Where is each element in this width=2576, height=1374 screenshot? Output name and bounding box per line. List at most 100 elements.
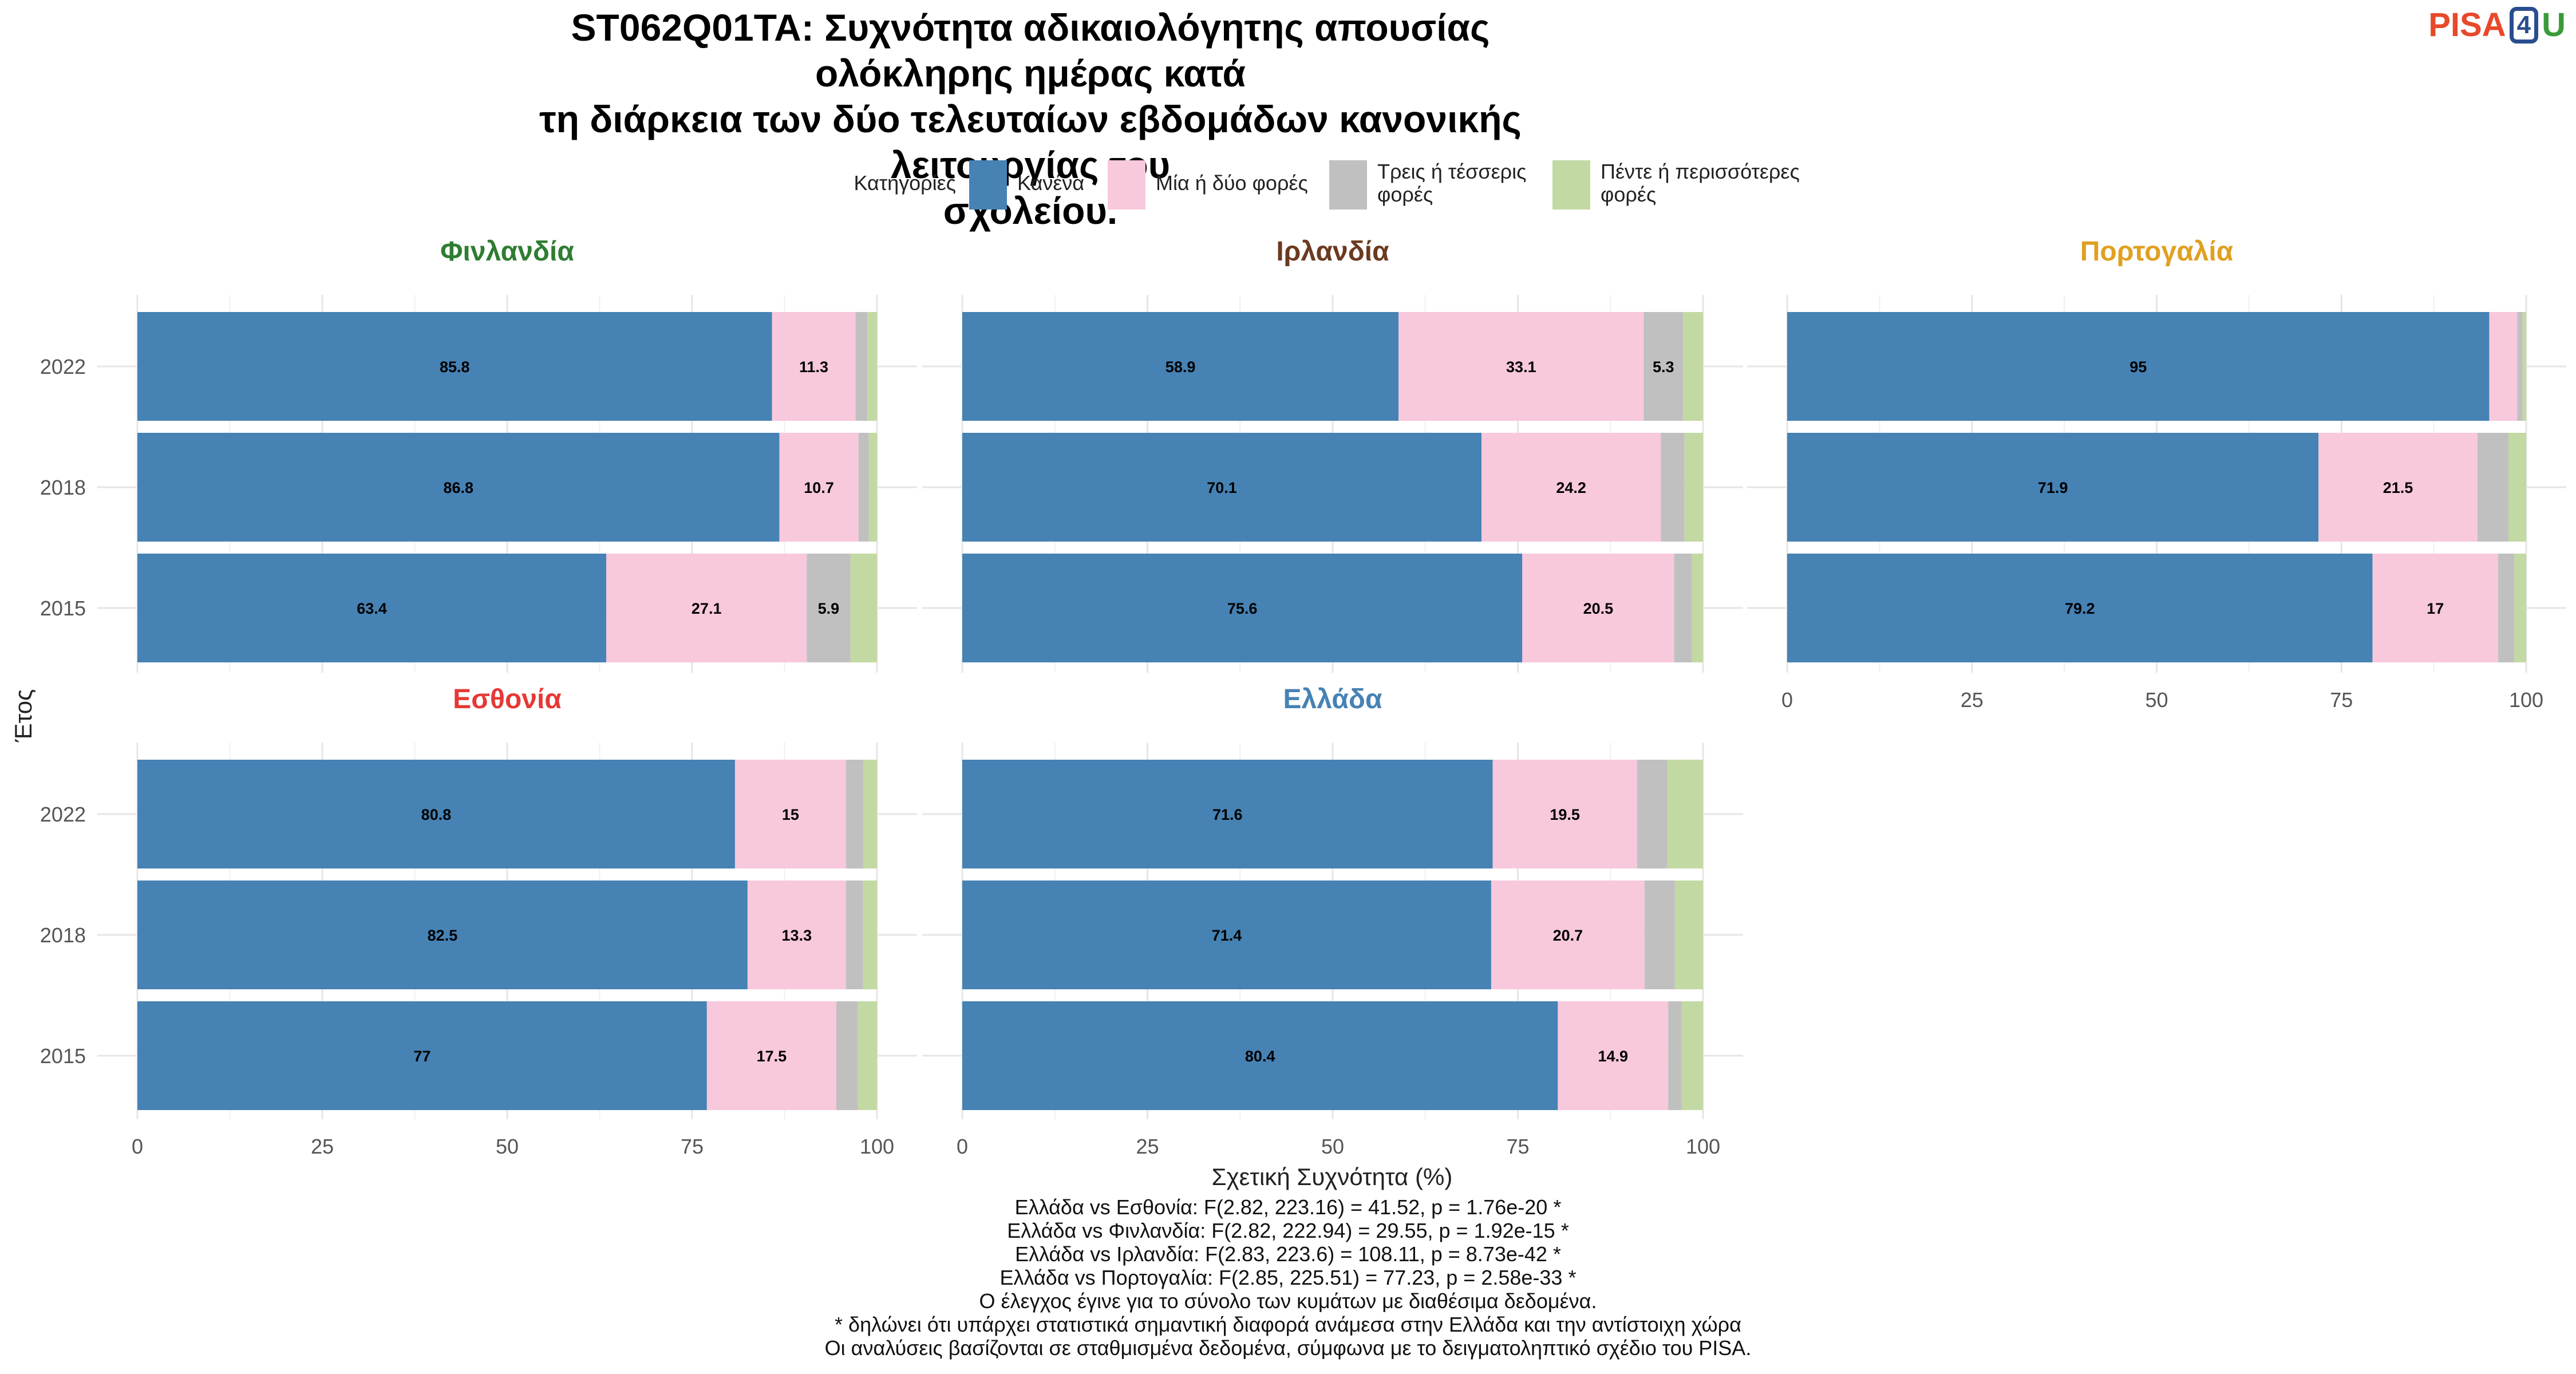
note-line: Οι αναλύσεις βασίζονται σε σταθμισμένα δ…: [824, 1336, 1752, 1360]
x-tick-label: 75: [2330, 688, 2353, 712]
bar-segment: [1787, 554, 2373, 662]
bar-value-label: 79.2: [2065, 600, 2095, 617]
panel-title: Εσθονία: [453, 684, 562, 714]
bar-value-label: 14.9: [1598, 1048, 1628, 1065]
bar-segment: [2372, 554, 2498, 662]
bar-segment: [137, 433, 780, 542]
bar-segment: [1692, 554, 1703, 662]
bar-segment: [137, 881, 748, 989]
legend-label: Κανένα: [1017, 171, 1084, 195]
bar-value-label: 20.7: [1553, 927, 1583, 944]
chart-title: ST062Q01TA: Συχνότητα αδικαιολόγητης απο…: [532, 5, 1528, 234]
bar-value-label: 11.3: [799, 358, 828, 376]
legend-swatch: [969, 160, 1007, 210]
bar-segment: [606, 554, 807, 662]
bar-segment: [1637, 760, 1668, 868]
x-tick-label: 50: [2145, 688, 2168, 712]
bar-segment: [962, 312, 1399, 421]
bar-segment: [1684, 433, 1703, 542]
bar-segment: [1644, 881, 1675, 989]
title-line: τη διάρκεια των δύο τελευταίων εβδομάδων…: [539, 98, 1522, 186]
bar-segment: [1522, 554, 1674, 662]
legend-label: Πέντε ή περισσότερες: [1601, 160, 1800, 183]
bar-value-label: 17: [2427, 600, 2444, 617]
x-tick-label: 75: [1506, 1135, 1529, 1158]
x-tick-label: 100: [1686, 1135, 1720, 1158]
legend-label: Τρεις ή τέσσερις: [1377, 160, 1526, 183]
x-tick-label: 25: [1961, 688, 1984, 712]
x-tick-label: 50: [496, 1135, 519, 1158]
note-line: Ελλάδα vs Φινλανδία: F(2.82, 222.94) = 2…: [1007, 1219, 1569, 1242]
panel-title: Ελλάδα: [1283, 684, 1382, 714]
bar-value-label: 71.4: [1212, 927, 1242, 944]
bar-value-label: 15: [782, 806, 799, 823]
bar-segment: [846, 881, 863, 989]
legend-label: Μία ή δύο φορές: [1156, 171, 1308, 195]
bar-segment: [2517, 312, 2523, 421]
bar-value-label: 71.6: [1212, 806, 1243, 823]
bar-segment: [858, 1001, 877, 1110]
bar-segment: [1674, 881, 1703, 989]
bar-segment: [1558, 1001, 1669, 1110]
bar-segment: [850, 554, 877, 662]
bar-segment: [1661, 433, 1685, 542]
bar-value-label: 80.4: [1245, 1048, 1275, 1065]
x-tick-label: 25: [311, 1135, 334, 1158]
bar-value-label: 27.1: [692, 600, 722, 617]
bar-segment: [706, 1001, 836, 1110]
legend-label: φορές: [1601, 183, 1656, 206]
bar-segment: [1398, 312, 1644, 421]
bar-segment: [779, 433, 859, 542]
bar-value-label: 70.1: [1207, 479, 1237, 496]
y-tick-label: 2018: [40, 923, 86, 947]
bar-segment: [747, 881, 846, 989]
bar-segment: [962, 881, 1491, 989]
bar-segment: [1667, 760, 1703, 868]
panel-title: Φινλανδία: [440, 236, 574, 267]
bar-segment: [846, 760, 864, 868]
legend-swatch: [1552, 160, 1590, 210]
legend-title: Κατηγορίες: [854, 171, 956, 195]
y-tick-label: 2022: [40, 355, 86, 378]
bar-segment: [1787, 312, 2490, 421]
bar-segment: [772, 312, 856, 421]
bar-segment: [2514, 554, 2526, 662]
bar-segment: [867, 312, 877, 421]
bar-value-label: 19.5: [1550, 806, 1580, 823]
y-tick-label: 2022: [40, 803, 86, 826]
legend-swatch: [1108, 160, 1145, 210]
bar-segment: [2498, 554, 2515, 662]
x-tick-label: 100: [2509, 688, 2543, 712]
bar-value-label: 58.9: [1165, 358, 1196, 376]
bar-value-label: 71.9: [2038, 479, 2068, 496]
bar-segment: [868, 433, 877, 542]
bar-segment: [962, 554, 1523, 662]
bar-value-label: 10.7: [804, 479, 834, 496]
bar-segment: [1668, 1001, 1682, 1110]
bar-segment: [1787, 433, 2319, 542]
title-line: ST062Q01TA: Συχνότητα αδικαιολόγητης απο…: [571, 6, 1490, 94]
y-axis-label: Έτος: [10, 689, 37, 743]
bar-segment: [863, 760, 877, 868]
logo-pisa-text: PISA: [2428, 6, 2506, 44]
note-line: Ελλάδα vs Ιρλανδία: F(2.83, 223.6) = 108…: [1015, 1242, 1561, 1266]
legend-label: φορές: [1377, 183, 1433, 206]
bar-segment: [2508, 433, 2526, 542]
bar-segment: [962, 760, 1493, 868]
x-tick-label: 50: [1321, 1135, 1344, 1158]
note-line: Ελλάδα vs Εσθονία: F(2.82, 223.16) = 41.…: [1014, 1195, 1562, 1219]
x-tick-label: 75: [681, 1135, 704, 1158]
panel-title: Ιρλανδία: [1276, 236, 1389, 267]
bar-segment: [1683, 312, 1703, 421]
bar-value-label: 17.5: [757, 1048, 787, 1065]
bar-value-label: 5.3: [1653, 358, 1674, 376]
bar-segment: [1674, 554, 1692, 662]
y-tick-label: 2015: [40, 597, 86, 620]
x-axis-label: Σχετική Συχνότητα (%): [1212, 1163, 1453, 1190]
bar-segment: [807, 554, 851, 662]
bar-value-label: 75.6: [1227, 600, 1258, 617]
bar-value-label: 82.5: [428, 927, 458, 944]
note-line: * δηλώνει ότι υπάρχει στατιστικά σημαντι…: [835, 1313, 1741, 1336]
panel-title: Πορτογαλία: [2080, 236, 2234, 267]
note-line: Ελλάδα vs Πορτογαλία: F(2.85, 225.51) = …: [999, 1266, 1577, 1289]
